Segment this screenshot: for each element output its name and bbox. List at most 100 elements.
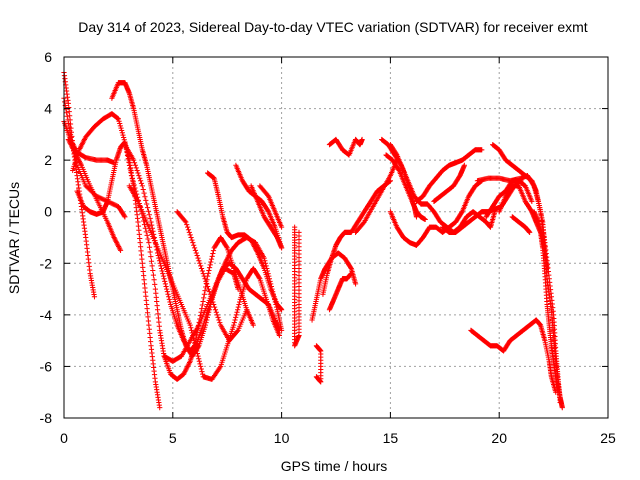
data-point bbox=[244, 307, 250, 313]
data-point bbox=[115, 115, 121, 121]
data-point bbox=[198, 366, 204, 372]
data-point bbox=[201, 295, 207, 301]
data-point bbox=[207, 291, 213, 297]
data-point bbox=[190, 240, 196, 246]
data-point bbox=[235, 307, 241, 313]
data-point bbox=[146, 244, 153, 250]
data-point bbox=[347, 264, 354, 271]
data-point bbox=[192, 343, 199, 349]
x-tick-label: 20 bbox=[491, 430, 507, 446]
data-series bbox=[126, 183, 283, 382]
data-point bbox=[159, 268, 165, 274]
data-point bbox=[152, 281, 158, 288]
y-tick-label: 2 bbox=[44, 152, 52, 168]
data-point bbox=[193, 345, 199, 351]
data-point bbox=[359, 136, 365, 143]
data-point bbox=[208, 256, 215, 262]
data-point bbox=[235, 304, 241, 310]
y-tick-label: -8 bbox=[40, 410, 53, 426]
data-point bbox=[194, 348, 200, 354]
data-point bbox=[199, 368, 205, 375]
data-point bbox=[158, 265, 165, 272]
data-series bbox=[531, 209, 550, 272]
data-point bbox=[209, 296, 215, 302]
data-point bbox=[182, 218, 188, 224]
data-point bbox=[199, 302, 205, 308]
data-point bbox=[211, 304, 218, 310]
data-point bbox=[232, 317, 238, 323]
x-tick-label: 5 bbox=[169, 430, 177, 446]
data-series bbox=[205, 170, 285, 313]
data-point bbox=[91, 294, 98, 300]
data-point bbox=[352, 281, 359, 287]
data-point bbox=[195, 353, 201, 359]
data-point bbox=[233, 312, 239, 318]
data-point bbox=[161, 276, 167, 282]
data-point bbox=[196, 356, 202, 362]
data-point bbox=[256, 275, 262, 281]
data-point bbox=[138, 180, 145, 186]
data-point bbox=[185, 227, 192, 233]
data-point bbox=[148, 219, 154, 225]
data-point bbox=[262, 260, 269, 266]
data-point bbox=[208, 259, 214, 265]
data-series bbox=[74, 139, 163, 411]
data-point bbox=[121, 213, 127, 219]
data-series bbox=[352, 157, 400, 235]
data-point bbox=[184, 224, 191, 230]
data-point bbox=[162, 281, 169, 287]
data-point bbox=[196, 358, 202, 364]
data-point bbox=[205, 270, 211, 276]
data-point bbox=[62, 99, 68, 105]
data-point bbox=[202, 288, 208, 294]
data-point bbox=[279, 224, 285, 230]
data-series bbox=[326, 271, 354, 313]
data-point bbox=[160, 273, 167, 279]
data-point bbox=[164, 286, 170, 292]
data-point bbox=[188, 325, 194, 331]
data-point bbox=[276, 332, 283, 339]
data-point bbox=[144, 204, 151, 211]
data-point bbox=[119, 127, 125, 134]
data-point bbox=[163, 283, 169, 290]
data-point bbox=[131, 160, 138, 166]
data-point bbox=[261, 255, 267, 261]
data-point bbox=[187, 232, 193, 238]
data-point bbox=[183, 219, 189, 225]
data-point bbox=[147, 215, 153, 222]
data-series bbox=[468, 317, 559, 395]
data-point bbox=[144, 201, 150, 207]
data-point bbox=[157, 405, 163, 411]
data-point bbox=[117, 123, 123, 129]
data-point bbox=[529, 198, 535, 204]
data-point bbox=[198, 363, 204, 370]
data-point bbox=[206, 267, 212, 274]
data-point bbox=[137, 175, 143, 181]
y-tick-label: 6 bbox=[44, 49, 52, 65]
data-point bbox=[544, 265, 550, 272]
data-series bbox=[431, 162, 467, 204]
data-point bbox=[198, 263, 204, 269]
data-point bbox=[210, 299, 216, 305]
data-point bbox=[200, 298, 206, 305]
data-point bbox=[214, 312, 220, 318]
data-point bbox=[120, 132, 126, 138]
y-tick-label: -2 bbox=[40, 255, 53, 271]
data-point bbox=[205, 286, 212, 292]
x-tick-label: 0 bbox=[60, 430, 68, 446]
chart-title: Day 314 of 2023, Sidereal Day-to-day VTE… bbox=[78, 19, 587, 35]
data-point bbox=[142, 194, 148, 200]
data-series bbox=[413, 147, 485, 204]
data-point bbox=[148, 253, 154, 260]
data-point bbox=[149, 222, 155, 228]
grid-lines bbox=[64, 57, 608, 418]
data-point bbox=[121, 134, 127, 141]
data-point bbox=[115, 116, 121, 122]
data-point bbox=[148, 258, 155, 264]
data-series bbox=[257, 183, 285, 230]
data-point bbox=[231, 322, 237, 328]
data-point bbox=[553, 389, 559, 395]
data-point bbox=[279, 245, 285, 251]
data-point bbox=[235, 286, 241, 292]
